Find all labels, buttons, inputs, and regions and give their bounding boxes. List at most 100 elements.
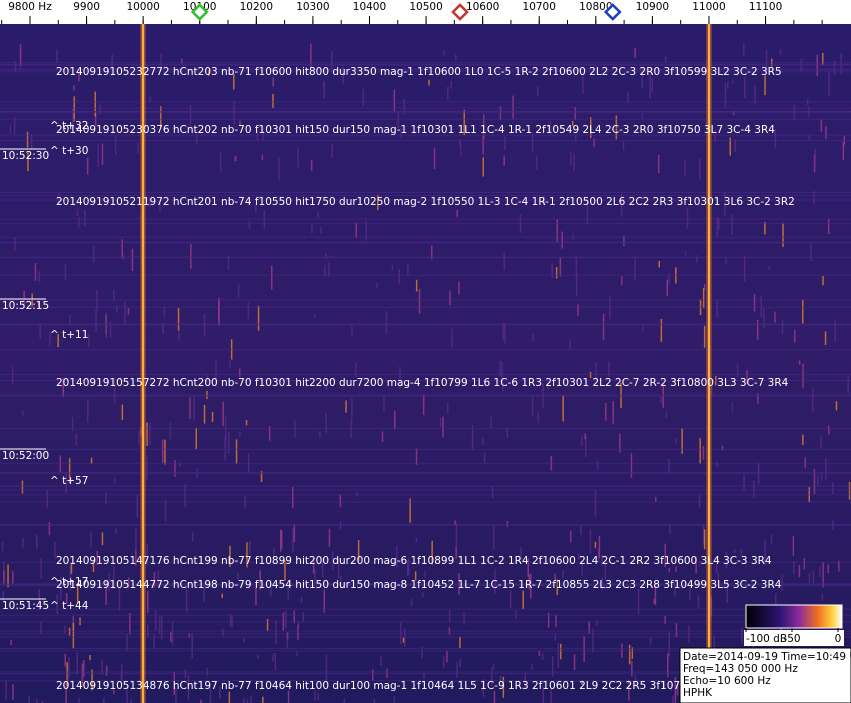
noise-streak <box>482 679 485 698</box>
noise-streak <box>654 583 657 605</box>
noise-streak <box>741 627 743 644</box>
carrier-line <box>707 24 711 703</box>
noise-streak <box>820 435 822 449</box>
noise-streak <box>754 85 756 104</box>
noise-streak <box>124 301 126 326</box>
noise-streak <box>66 662 68 687</box>
noise-streak <box>135 549 137 566</box>
x-tick-label: 10800 <box>579 1 612 13</box>
noise-streak <box>819 566 821 577</box>
noise-streak <box>246 699 248 703</box>
noise-streak <box>297 624 299 641</box>
colorbar-label-bg <box>744 630 844 646</box>
noise-streak <box>160 615 163 641</box>
noise-streak <box>447 402 449 414</box>
noise-streak <box>631 647 634 659</box>
noise-streak <box>211 412 214 422</box>
noise-streak <box>146 455 148 481</box>
noise-streak <box>92 560 95 572</box>
noise-streak <box>753 480 755 498</box>
noise-streak <box>147 590 149 613</box>
noise-streak <box>810 242 812 262</box>
noise-streak <box>782 223 784 247</box>
noise-band <box>0 561 851 563</box>
noise-streak <box>78 68 80 82</box>
frequency-marker <box>451 3 469 21</box>
noise-streak <box>26 131 29 148</box>
noise-streak <box>623 235 625 247</box>
noise-streak <box>415 279 418 292</box>
noise-band <box>0 472 851 473</box>
noise-streak <box>229 360 231 369</box>
noise-band <box>0 274 851 276</box>
noise-streak <box>499 675 502 684</box>
noise-band <box>0 473 851 475</box>
overlay: 9800 Hz990010000101001020010300104001050… <box>0 1 823 692</box>
noise-streak <box>189 104 192 131</box>
noise-streak <box>415 448 418 465</box>
noise-streak <box>325 253 327 260</box>
noise-streak <box>649 637 652 645</box>
noise-streak <box>637 588 640 615</box>
noise-streak <box>206 375 209 383</box>
noise-streak <box>272 94 274 109</box>
noise-streak <box>727 81 729 89</box>
noise-streak <box>793 561 795 575</box>
noise-band <box>0 680 851 682</box>
noise-band <box>0 69 851 71</box>
noise-streak <box>28 696 30 703</box>
noise-streak <box>335 682 337 688</box>
noise-streak <box>68 458 71 484</box>
noise-streak <box>84 210 86 227</box>
noise-streak <box>848 482 851 500</box>
noise-streak <box>506 428 509 439</box>
noise-streak <box>224 436 226 461</box>
noise-band <box>0 62 851 64</box>
noise-streak <box>54 541 56 560</box>
noise-streak <box>798 565 801 578</box>
noise-streak <box>78 217 80 228</box>
noise-streak <box>68 627 71 636</box>
noise-band <box>0 222 851 224</box>
noise-streak <box>293 610 295 624</box>
noise-streak <box>286 632 289 640</box>
noise-streak <box>715 557 718 574</box>
noise-streak <box>765 49 768 75</box>
noise-streak <box>101 143 104 165</box>
noise-streak <box>821 594 824 601</box>
noise-streak <box>73 96 75 122</box>
noise-streak <box>537 412 539 423</box>
noise-streak <box>355 222 357 238</box>
noise-streak <box>191 532 194 542</box>
noise-streak <box>95 309 97 333</box>
x-tick-label: 10400 <box>353 1 386 13</box>
noise-streak <box>812 388 814 413</box>
noise-band <box>0 463 851 465</box>
noise-streak <box>590 117 592 139</box>
noise-streak <box>5 680 7 700</box>
noise-streak <box>179 462 181 467</box>
noise-streak <box>577 552 580 560</box>
noise-streak <box>463 611 465 625</box>
noise-streak <box>589 529 592 554</box>
noise-streak <box>825 126 827 140</box>
noise-streak <box>76 652 78 675</box>
time-label: 10:52:00 <box>2 450 49 462</box>
noise-streak <box>594 541 597 549</box>
noise-streak <box>814 149 816 168</box>
noise-streak <box>274 652 276 671</box>
info-box <box>679 647 851 703</box>
noise-streak <box>12 684 14 700</box>
noise-streak <box>261 154 264 160</box>
noise-streak <box>442 416 444 438</box>
noise-streak <box>71 416 74 431</box>
noise-streak <box>583 636 585 663</box>
noise-streak <box>595 362 597 382</box>
noise-streak <box>802 363 804 388</box>
noise-streak <box>471 424 474 450</box>
x-tick-label: 9800 Hz <box>8 1 52 13</box>
noise-band <box>0 68 851 70</box>
noise-streak <box>65 593 68 604</box>
event-annotation: ^ t+44 <box>50 600 89 612</box>
noise-streak <box>228 691 231 703</box>
